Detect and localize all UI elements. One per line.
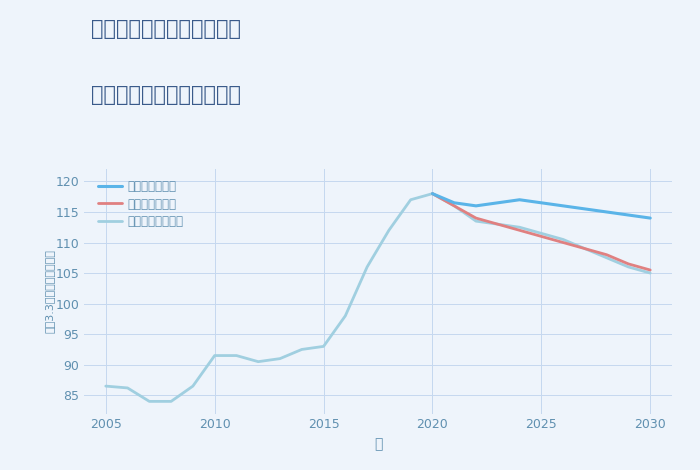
バッドシナリオ <box>537 234 545 239</box>
X-axis label: 年: 年 <box>374 437 382 451</box>
ノーマルシナリオ <box>450 203 459 209</box>
ノーマルシナリオ <box>472 219 480 224</box>
バッドシナリオ <box>515 227 524 233</box>
バッドシナリオ <box>494 221 502 227</box>
グッドシナリオ <box>472 203 480 209</box>
グッドシナリオ <box>646 215 654 221</box>
バッドシナリオ <box>472 215 480 221</box>
ノーマルシナリオ <box>559 237 567 243</box>
バッドシナリオ <box>450 203 459 209</box>
ノーマルシナリオ <box>494 221 502 227</box>
ノーマルシナリオ <box>537 231 545 236</box>
グッドシナリオ <box>494 200 502 206</box>
Text: 中古マンションの価格推移: 中古マンションの価格推移 <box>91 85 241 105</box>
ノーマルシナリオ <box>515 225 524 230</box>
Line: バッドシナリオ: バッドシナリオ <box>433 194 650 270</box>
ノーマルシナリオ <box>428 191 437 196</box>
バッドシナリオ <box>581 246 589 251</box>
バッドシナリオ <box>603 252 611 258</box>
ノーマルシナリオ <box>581 246 589 251</box>
Legend: グッドシナリオ, バッドシナリオ, ノーマルシナリオ: グッドシナリオ, バッドシナリオ, ノーマルシナリオ <box>96 178 186 231</box>
グッドシナリオ <box>559 203 567 209</box>
ノーマルシナリオ <box>624 264 633 270</box>
Line: グッドシナリオ: グッドシナリオ <box>433 194 650 218</box>
Line: ノーマルシナリオ: ノーマルシナリオ <box>433 194 650 273</box>
バッドシナリオ <box>646 267 654 273</box>
グッドシナリオ <box>581 206 589 212</box>
ノーマルシナリオ <box>603 255 611 261</box>
グッドシナリオ <box>450 200 459 206</box>
グッドシナリオ <box>603 209 611 215</box>
バッドシナリオ <box>559 240 567 245</box>
バッドシナリオ <box>428 191 437 196</box>
バッドシナリオ <box>624 261 633 267</box>
グッドシナリオ <box>515 197 524 203</box>
Y-axis label: 坪（3.3㎡）単価（万円）: 坪（3.3㎡）単価（万円） <box>45 250 55 333</box>
ノーマルシナリオ <box>646 270 654 276</box>
グッドシナリオ <box>537 200 545 206</box>
グッドシナリオ <box>428 191 437 196</box>
Text: 兵庫県姫路市夢前町又坂の: 兵庫県姫路市夢前町又坂の <box>91 19 241 39</box>
グッドシナリオ <box>624 212 633 218</box>
